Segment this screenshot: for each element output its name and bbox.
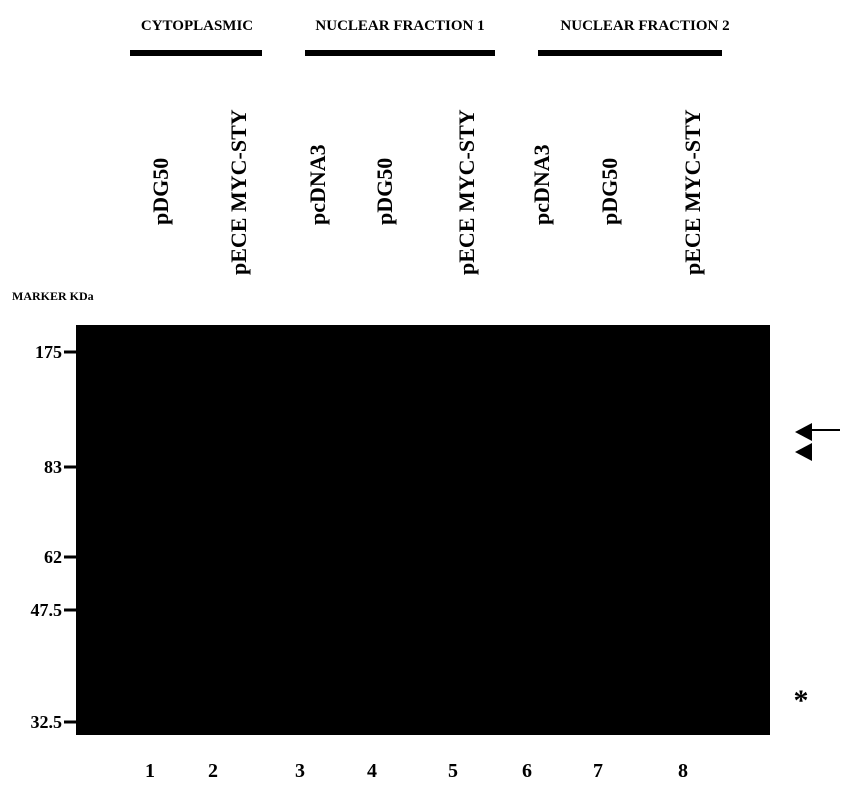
marker-label: 175 (35, 342, 62, 362)
lane-label: pECE MYC-STY (226, 109, 251, 275)
group-label: NUCLEAR FRACTION 1 (315, 18, 484, 34)
lane-number: 6 (522, 760, 532, 782)
lane-label: pcDNA3 (529, 144, 554, 225)
blot (76, 325, 770, 735)
lane-label: pECE MYC-STY (680, 109, 705, 275)
lane-number: 7 (593, 760, 603, 782)
group-label: NUCLEAR FRACTION 2 (560, 18, 729, 34)
lane-label: pDG50 (372, 158, 397, 225)
group-bar (130, 50, 262, 56)
arrowhead (795, 443, 812, 461)
marker-label: 47.5 (31, 600, 63, 620)
lane-label: pDG50 (597, 158, 622, 225)
lane-label: pDG50 (148, 158, 173, 225)
marker-label: 62 (44, 547, 62, 567)
arrowhead (795, 423, 812, 441)
lane-number: 1 (145, 760, 155, 782)
lane-number: 2 (208, 760, 218, 782)
marker-title: MARKER KDa (12, 289, 94, 303)
lane-label: pcDNA3 (305, 144, 330, 225)
figure: CYTOPLASMIC NUCLEAR FRACTION 1 NUCLEAR F… (0, 0, 843, 789)
lane-number: 8 (678, 760, 688, 782)
group-label: CYTOPLASMIC (141, 18, 253, 34)
lane-number: 3 (295, 760, 305, 782)
group-bar (305, 50, 495, 56)
lane-number: 4 (367, 760, 377, 782)
lane-label: pECE MYC-STY (454, 109, 479, 275)
group-bar (538, 50, 722, 56)
marker-label: 83 (44, 457, 62, 477)
marker-label: 32.5 (31, 712, 63, 732)
lane-number: 5 (448, 760, 458, 782)
asterisk: * (794, 684, 809, 717)
